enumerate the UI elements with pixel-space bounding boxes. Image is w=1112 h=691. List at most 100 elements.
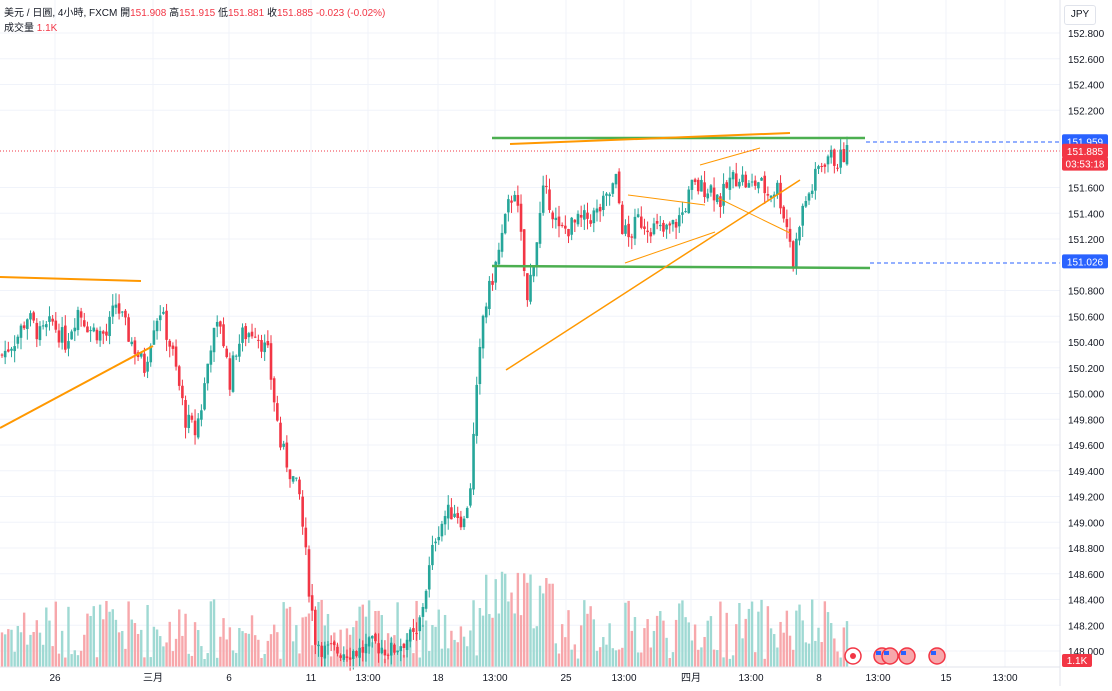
volume-bar	[450, 630, 453, 667]
us-flag-icon[interactable]	[881, 647, 899, 665]
time-tick-label: 13:00	[482, 673, 507, 684]
wedge-upper[interactable]	[627, 194, 706, 206]
volume-bar	[652, 630, 656, 667]
candle-body	[801, 205, 804, 226]
volume-bar	[627, 600, 630, 667]
volume-bar	[285, 608, 289, 667]
symbol-title[interactable]: 美元 / 日圓, 4小時, FXCM	[4, 8, 118, 19]
candle-body	[503, 214, 507, 234]
volume-bar	[513, 613, 516, 667]
volume-bar	[754, 652, 757, 667]
price-scale[interactable]: 152.800 152.600 152.400 152.200 151.600 151.4…	[1059, 0, 1112, 686]
price-tick-label: 148.000	[1068, 647, 1105, 658]
volume-label[interactable]: 成交量	[4, 23, 34, 34]
wedge2-lower[interactable]	[717, 197, 791, 234]
volume-bar	[447, 648, 450, 667]
candle-body	[427, 565, 431, 590]
volume-bar	[367, 600, 371, 667]
volume-bar	[453, 639, 456, 667]
candle-body	[554, 217, 558, 221]
time-tick-label: 四月	[681, 672, 701, 684]
candle-body	[598, 206, 602, 212]
candle-body	[617, 171, 621, 204]
candle-body	[3, 350, 7, 358]
candle-body	[257, 339, 260, 341]
volume-bar	[424, 620, 428, 667]
candle-body	[734, 173, 738, 187]
candle-body	[545, 185, 548, 188]
volume-bar	[659, 611, 662, 667]
candle-body	[620, 204, 624, 234]
volume-bar	[428, 650, 431, 667]
volume-bar	[804, 642, 808, 667]
price-tick-label: 148.600	[1068, 570, 1105, 581]
candle-body	[105, 331, 108, 336]
candle-body	[244, 326, 247, 340]
candle-body	[348, 657, 352, 660]
volume-bar	[22, 612, 26, 667]
candle-body	[79, 311, 83, 318]
candle-body	[681, 212, 684, 215]
currency-button[interactable]: JPY	[1064, 5, 1096, 25]
volume-bar	[121, 630, 124, 667]
time-tick-label: 13:00	[865, 673, 890, 684]
trendline-rising[interactable]	[505, 179, 801, 371]
trendline-left-rising[interactable]	[0, 345, 154, 429]
us-flag-icon[interactable]	[928, 647, 946, 665]
us-flag-icon[interactable]	[898, 647, 916, 665]
candle-body	[399, 646, 403, 652]
candle-body	[845, 145, 849, 165]
candle-body	[491, 281, 494, 285]
candle-body	[212, 327, 216, 353]
volume-bar	[7, 629, 10, 667]
volume-bar	[345, 628, 349, 667]
volume-bar	[440, 648, 444, 667]
volume-bar	[339, 629, 342, 667]
volume-bar	[709, 616, 713, 667]
candle-body	[639, 216, 643, 228]
candle-body	[481, 315, 485, 349]
event-icon-1[interactable]	[844, 647, 862, 665]
candle-body	[690, 179, 694, 190]
time-tick-label: 13:00	[355, 673, 380, 684]
candle-body	[421, 607, 425, 617]
volume-bar	[193, 622, 197, 667]
candle-body	[817, 166, 820, 169]
trendline-left-top[interactable]	[0, 276, 142, 282]
volume-bar	[608, 623, 611, 667]
candle-body	[336, 646, 339, 654]
volume-bar	[776, 647, 779, 667]
volume-bar	[481, 615, 485, 667]
volume-bar	[488, 614, 491, 667]
candle-body	[500, 232, 504, 252]
candle-body	[19, 325, 23, 338]
candle-body	[367, 637, 371, 647]
volume-bar	[105, 600, 108, 667]
candle-body	[92, 327, 96, 332]
volume-bar	[592, 619, 596, 667]
high-label: 高	[169, 8, 180, 19]
price-tick-label: 149.200	[1068, 493, 1105, 504]
drawings[interactable]	[0, 132, 1060, 429]
event-markers[interactable]	[844, 647, 946, 665]
candle-body	[89, 330, 92, 332]
volume-bar	[823, 601, 827, 667]
volume-bar	[747, 608, 751, 667]
volume-bar	[35, 620, 39, 667]
time-axis[interactable]: 26 三月 6 11 13:00 18 13:00 25 13:00 四月 13:00 8 13:00 1…	[0, 666, 1060, 684]
price-tick-label: 149.400	[1068, 467, 1105, 478]
candle-body	[206, 363, 210, 384]
trendline-top[interactable]	[509, 132, 791, 145]
price-tick-label: 151.400	[1068, 209, 1105, 220]
support-line[interactable]	[491, 264, 871, 270]
wedge-lower[interactable]	[624, 231, 716, 264]
candle-body	[241, 327, 244, 343]
volume-bar	[614, 650, 618, 667]
candle-body	[396, 650, 399, 653]
volume-bar	[162, 646, 165, 667]
volume-bar	[795, 610, 798, 667]
candle-body	[788, 228, 792, 242]
candle-body	[158, 315, 162, 321]
